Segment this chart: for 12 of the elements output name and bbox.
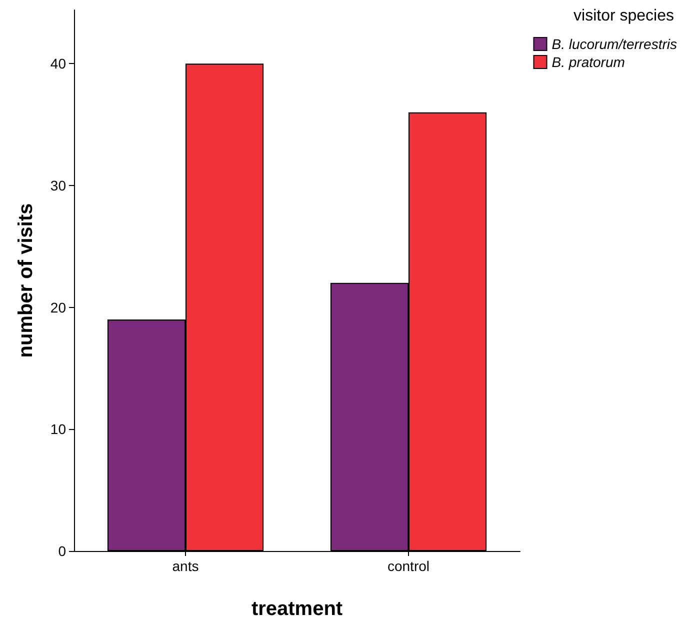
y-tick-label: 10 bbox=[50, 421, 66, 438]
y-tick-label: 20 bbox=[50, 299, 66, 316]
legend-label: B. pratorum bbox=[552, 54, 626, 70]
x-axis-title: treatment bbox=[251, 598, 343, 620]
x-tick-label: control bbox=[387, 558, 430, 574]
y-axis-title: number of visits bbox=[15, 203, 37, 358]
legend-label: B. lucorum/terrestris bbox=[552, 36, 677, 52]
y-tick-label: 40 bbox=[50, 56, 66, 72]
y-tick-label: 30 bbox=[50, 177, 66, 194]
x-tick-label: ants bbox=[172, 558, 199, 574]
y-tick-label: 0 bbox=[58, 543, 66, 559]
legend-title: visitor species bbox=[574, 8, 674, 24]
